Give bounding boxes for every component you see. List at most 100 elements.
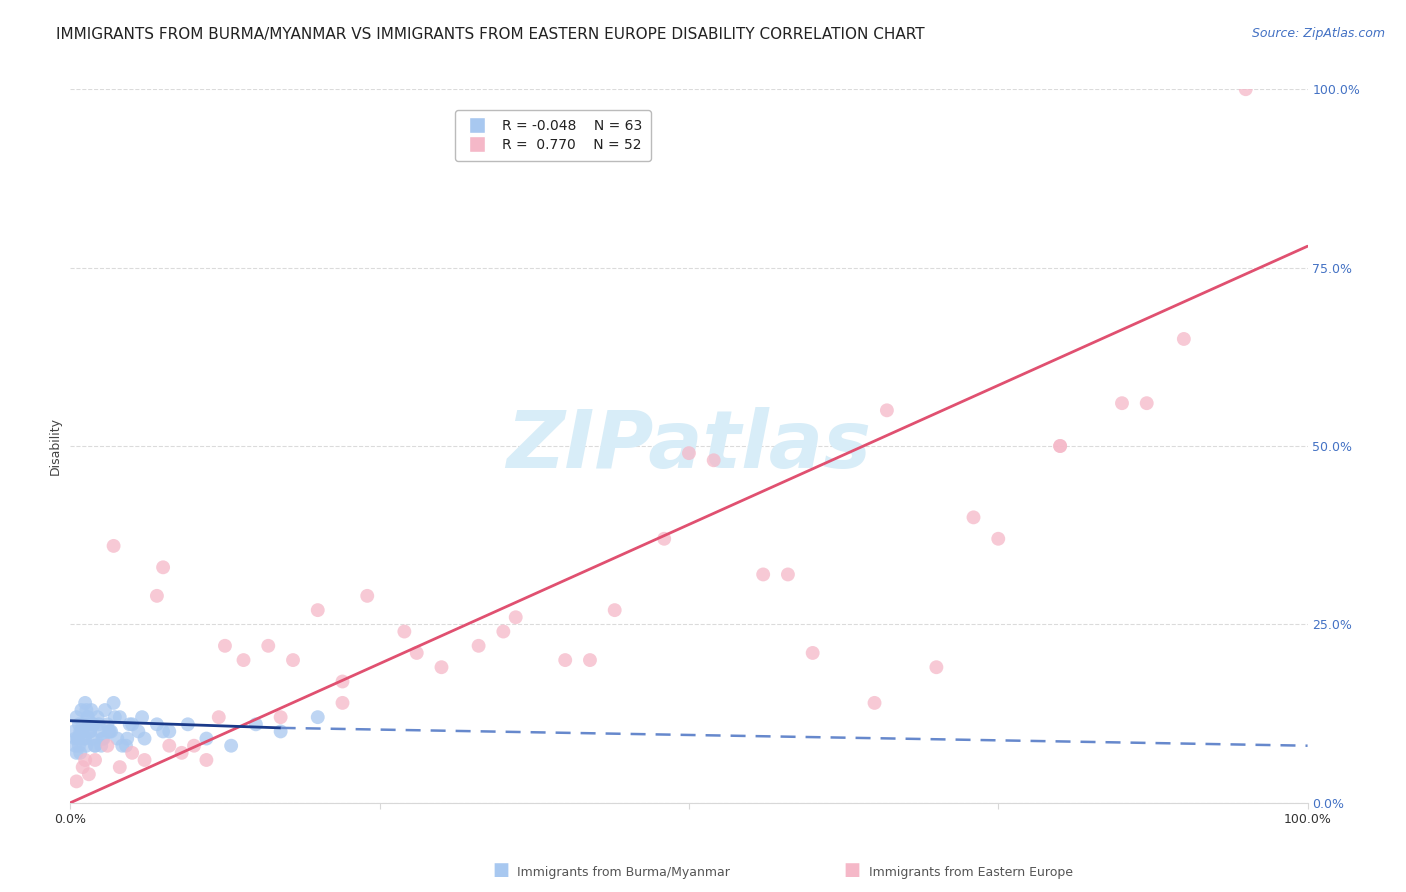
Point bbox=[776, 567, 799, 582]
Point bbox=[652, 532, 675, 546]
Point bbox=[97, 724, 120, 739]
Point bbox=[307, 603, 329, 617]
Point bbox=[157, 739, 180, 753]
Point bbox=[987, 532, 1010, 546]
Point bbox=[67, 739, 90, 753]
Legend: R = -0.048    N = 63, R =  0.770    N = 52: R = -0.048 N = 63, R = 0.770 N = 52 bbox=[456, 111, 651, 161]
Point bbox=[104, 710, 127, 724]
Point bbox=[752, 567, 775, 582]
Point bbox=[94, 703, 117, 717]
Point bbox=[80, 703, 103, 717]
Point bbox=[801, 646, 824, 660]
Point bbox=[1111, 396, 1133, 410]
Point bbox=[1049, 439, 1071, 453]
Point bbox=[863, 696, 886, 710]
Y-axis label: Disability: Disability bbox=[49, 417, 62, 475]
Point bbox=[146, 589, 169, 603]
Point bbox=[307, 710, 329, 724]
Point bbox=[67, 717, 90, 731]
Point bbox=[72, 717, 94, 731]
Point bbox=[91, 731, 114, 746]
Point bbox=[603, 603, 626, 617]
Point bbox=[76, 710, 98, 724]
Point bbox=[79, 724, 101, 739]
Point bbox=[93, 731, 115, 746]
Point bbox=[183, 739, 205, 753]
Point bbox=[121, 746, 143, 760]
Point bbox=[232, 653, 254, 667]
Point bbox=[65, 774, 87, 789]
Point bbox=[82, 731, 104, 746]
Point bbox=[75, 703, 97, 717]
Point bbox=[79, 724, 101, 739]
Text: ■: ■ bbox=[492, 861, 509, 879]
Point bbox=[96, 717, 118, 731]
Point bbox=[195, 731, 218, 746]
Point bbox=[554, 653, 576, 667]
Point bbox=[87, 717, 110, 731]
Point bbox=[69, 724, 91, 739]
Point bbox=[505, 610, 527, 624]
Point bbox=[134, 753, 156, 767]
Point bbox=[76, 710, 98, 724]
Point bbox=[131, 710, 153, 724]
Point bbox=[84, 739, 107, 753]
Point bbox=[65, 739, 87, 753]
Point bbox=[146, 717, 169, 731]
Point bbox=[90, 739, 112, 753]
Point bbox=[962, 510, 984, 524]
Text: Immigrants from Burma/Myanmar: Immigrants from Burma/Myanmar bbox=[517, 865, 730, 879]
Point bbox=[356, 589, 378, 603]
Point bbox=[157, 724, 180, 739]
Point bbox=[103, 696, 125, 710]
Point bbox=[579, 653, 602, 667]
Point bbox=[75, 696, 97, 710]
Point bbox=[115, 731, 138, 746]
Point bbox=[108, 760, 131, 774]
Point bbox=[108, 710, 131, 724]
Point bbox=[105, 731, 128, 746]
Point bbox=[70, 724, 93, 739]
Point bbox=[405, 646, 427, 660]
Text: Source: ZipAtlas.com: Source: ZipAtlas.com bbox=[1251, 27, 1385, 40]
Point bbox=[100, 724, 122, 739]
Text: ■: ■ bbox=[844, 861, 860, 879]
Point bbox=[65, 746, 87, 760]
Point bbox=[219, 739, 242, 753]
Point bbox=[75, 739, 97, 753]
Text: ZIPatlas: ZIPatlas bbox=[506, 407, 872, 485]
Point bbox=[75, 753, 97, 767]
Point bbox=[96, 739, 118, 753]
Point bbox=[63, 724, 86, 739]
Point bbox=[925, 660, 948, 674]
Point bbox=[152, 560, 174, 574]
Point bbox=[208, 710, 231, 724]
Point bbox=[69, 746, 91, 760]
Point bbox=[152, 724, 174, 739]
Point bbox=[72, 760, 94, 774]
Point bbox=[214, 639, 236, 653]
Point bbox=[65, 731, 87, 746]
Point bbox=[121, 717, 143, 731]
Point bbox=[876, 403, 898, 417]
Point bbox=[66, 731, 89, 746]
Point bbox=[281, 653, 304, 667]
Point bbox=[84, 739, 107, 753]
Point bbox=[89, 724, 111, 739]
Point bbox=[75, 731, 97, 746]
Point bbox=[72, 724, 94, 739]
Point bbox=[170, 746, 193, 760]
Point bbox=[332, 696, 354, 710]
Text: Immigrants from Eastern Europe: Immigrants from Eastern Europe bbox=[869, 865, 1073, 879]
Point bbox=[103, 539, 125, 553]
Point bbox=[177, 717, 200, 731]
Text: IMMIGRANTS FROM BURMA/MYANMAR VS IMMIGRANTS FROM EASTERN EUROPE DISABILITY CORRE: IMMIGRANTS FROM BURMA/MYANMAR VS IMMIGRA… bbox=[56, 27, 925, 42]
Point bbox=[86, 710, 108, 724]
Point bbox=[430, 660, 453, 674]
Point bbox=[703, 453, 725, 467]
Point bbox=[467, 639, 489, 653]
Point bbox=[82, 717, 104, 731]
Point bbox=[257, 639, 280, 653]
Point bbox=[77, 717, 100, 731]
Point bbox=[332, 674, 354, 689]
